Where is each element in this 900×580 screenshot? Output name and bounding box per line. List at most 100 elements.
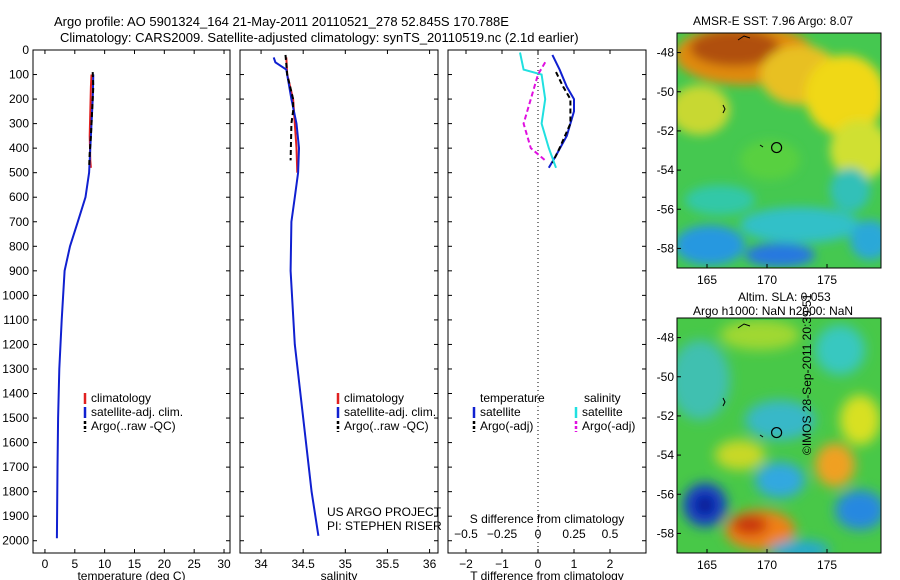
depth-tick-label: 700	[9, 215, 29, 229]
difference-legend-title-salinity: salinity	[584, 391, 621, 405]
depth-tick-label: 900	[9, 264, 29, 278]
difference-x2tick-label: 0.25	[562, 527, 586, 541]
difference-axes-box	[447, 49, 647, 554]
difference-x2tick-label: 0.5	[602, 527, 619, 541]
salinity-legend-climatology: climatology	[344, 391, 404, 405]
difference-legend-t-satellite: satellite	[480, 405, 521, 419]
difference-xtick-label: 0	[535, 557, 542, 571]
sla-map-subtitle: Argo h1000: NaN h2000: NaN	[693, 304, 854, 318]
sla_map-ytick-label: -50	[657, 370, 675, 384]
difference-xtick-label: 1	[571, 557, 578, 571]
salinity-xtick-label: 35.5	[376, 557, 400, 571]
sst_map-ytick-label: -48	[657, 46, 675, 60]
difference-x2-axis-label: S difference from climatology	[470, 512, 625, 526]
sla_map-ytick-label: -58	[657, 526, 675, 540]
difference-x-axis-label: T difference from climatology	[470, 569, 624, 580]
salinity-x-axis-label: salinity	[321, 569, 358, 580]
sst_map-ytick-label: -52	[657, 124, 675, 138]
salinity-xtick-label: 36	[423, 557, 437, 571]
difference-xtick-label: −1	[495, 557, 509, 571]
salinity-xtick-label: 35	[339, 557, 353, 571]
sst_map-xtick-label: 165	[697, 273, 717, 287]
sla-map-title: Altim. SLA: 0.053	[738, 290, 831, 304]
sla_map-ytick-label: -48	[657, 331, 675, 345]
sst_map-argo-marker	[770, 141, 783, 154]
salinity-legend-argo: Argo(..raw -QC)	[344, 419, 429, 433]
depth-tick-label: 1400	[2, 387, 29, 401]
temperature-xtick-label: 15	[128, 557, 142, 571]
credit-text: ©IMOS 28-Sep-2011 20:39:51	[800, 293, 814, 455]
salinity-xtick-label: 34.5	[292, 557, 316, 571]
difference-xtick-label: 2	[607, 557, 614, 571]
temperature-legend-argo: Argo(..raw -QC)	[91, 419, 176, 433]
temperature-legend-climatology: climatology	[91, 391, 151, 405]
salinity-series-2	[284, 54, 295, 161]
difference-legend-s-satellite: satellite	[582, 405, 623, 419]
sla_map-ytick-label: -54	[657, 448, 675, 462]
sla_map-axes-box	[676, 317, 882, 554]
temperature-series-2	[88, 72, 95, 168]
depth-tick-label: 1100	[3, 313, 29, 327]
depth-tick-label: 1200	[2, 337, 29, 351]
sst_map-xtick-label: 170	[757, 273, 777, 287]
depth-tick-label: 2000	[2, 534, 29, 548]
temperature-xtick-label: 5	[71, 557, 78, 571]
difference-legend-s-argo: Argo(-adj)	[582, 419, 635, 433]
sst_map-ytick-label: -58	[657, 241, 675, 255]
temperature-axes-box	[32, 49, 231, 554]
sla_map-xtick-label: 175	[817, 558, 837, 572]
difference-series-3	[522, 61, 547, 162]
sla_map-xtick-label: 170	[757, 558, 777, 572]
difference-series-0	[547, 54, 575, 169]
difference-series-1	[551, 71, 572, 164]
temperature-xtick-label: 0	[42, 557, 49, 571]
sla-map-field	[677, 318, 881, 553]
temperature-series-1	[55, 74, 95, 539]
difference-xtick-label: −2	[459, 557, 473, 571]
sla_map-ytick-label: -56	[657, 487, 675, 501]
depth-tick-label: 1000	[2, 288, 29, 302]
sst_map-ytick-label: -50	[657, 85, 675, 99]
depth-tick-label: 100	[9, 68, 29, 82]
sla_map-ytick-label: -52	[657, 409, 675, 423]
depth-tick-label: 300	[9, 117, 29, 131]
sst_map-ytick-label: -56	[657, 202, 675, 216]
salinity-axes-box	[239, 49, 439, 554]
depth-tick-label: 500	[9, 166, 29, 180]
depth-tick-label: 1900	[2, 509, 29, 523]
depth-tick-label: 1500	[2, 411, 29, 425]
salinity-legend-satellite: satellite-adj. clim.	[344, 405, 436, 419]
difference-series-2	[519, 52, 557, 169]
depth-tick-label: 1600	[2, 436, 29, 450]
depth-tick-label: 400	[9, 141, 29, 155]
depth-tick-label: 600	[9, 190, 29, 204]
project-line1: US ARGO PROJECT	[327, 505, 442, 519]
figure-title-line2: Climatology: CARS2009. Satellite-adjuste…	[60, 30, 579, 45]
temperature-xtick-label: 30	[217, 557, 231, 571]
figure-title-line1: Argo profile: AO 5901324_164 21-May-2011…	[54, 14, 509, 29]
depth-tick-label: 200	[9, 92, 29, 106]
difference-legend-t-argo: Argo(-adj)	[480, 419, 533, 433]
sst_map-xtick-label: 175	[817, 273, 837, 287]
temperature-xtick-label: 10	[98, 557, 112, 571]
difference-x2tick-label: −0.25	[487, 527, 518, 541]
temperature-x-axis-label: temperature (deg C)	[77, 569, 185, 580]
sst-map-title: AMSR-E SST: 7.96 Argo: 8.07	[693, 14, 854, 28]
depth-tick-label: 0	[22, 43, 29, 57]
depth-tick-label: 1700	[2, 460, 29, 474]
depth-tick-label: 1800	[2, 485, 29, 499]
depth-tick-label: 800	[9, 239, 29, 253]
salinity-xtick-label: 34	[254, 557, 268, 571]
sst_map-axes-box	[676, 32, 882, 269]
sst-map-field	[677, 33, 881, 268]
sla_map-argo-marker	[770, 426, 783, 439]
coastline-specks	[722, 35, 764, 438]
difference-legend-title-temperature: temperature	[480, 391, 545, 405]
project-line2: PI: STEPHEN RISER	[327, 519, 442, 533]
sla_map-xtick-label: 165	[697, 558, 717, 572]
temperature-xtick-label: 20	[158, 557, 172, 571]
depth-tick-label: 1300	[2, 362, 29, 376]
sst_map-ytick-label: -54	[657, 163, 675, 177]
temperature-xtick-label: 25	[188, 557, 202, 571]
